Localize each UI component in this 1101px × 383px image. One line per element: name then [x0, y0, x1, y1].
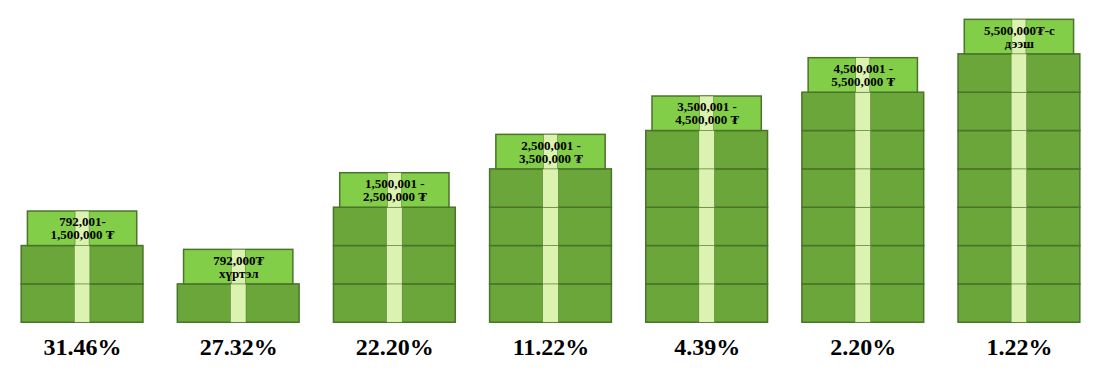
svg-text:31.46%: 31.46%	[44, 334, 122, 360]
svg-text:4.39%: 4.39%	[674, 334, 740, 360]
svg-text:27.32%: 27.32%	[200, 334, 278, 360]
svg-text:792,001-1,500,000 ₮: 792,001-1,500,000 ₮	[51, 214, 115, 242]
svg-text:4,500,001 -5,500,000 ₮: 4,500,001 -5,500,000 ₮	[831, 61, 895, 89]
svg-text:3,500,001 -4,500,000 ₮: 3,500,001 -4,500,000 ₮	[675, 99, 739, 127]
svg-text:22.20%: 22.20%	[356, 334, 434, 360]
svg-text:5,500,000₮-сдээш: 5,500,000₮-сдээш	[984, 23, 1055, 51]
svg-text:11.22%: 11.22%	[513, 334, 590, 360]
svg-text:1.22%: 1.22%	[986, 334, 1052, 360]
svg-text:1,500,001 -2,500,000 ₮: 1,500,001 -2,500,000 ₮	[363, 176, 427, 204]
svg-text:2,500,001 -3,500,000 ₮: 2,500,001 -3,500,000 ₮	[519, 138, 583, 166]
svg-text:792,000₮хүртэл: 792,000₮хүртэл	[213, 253, 264, 281]
svg-text:2.20%: 2.20%	[830, 334, 896, 360]
